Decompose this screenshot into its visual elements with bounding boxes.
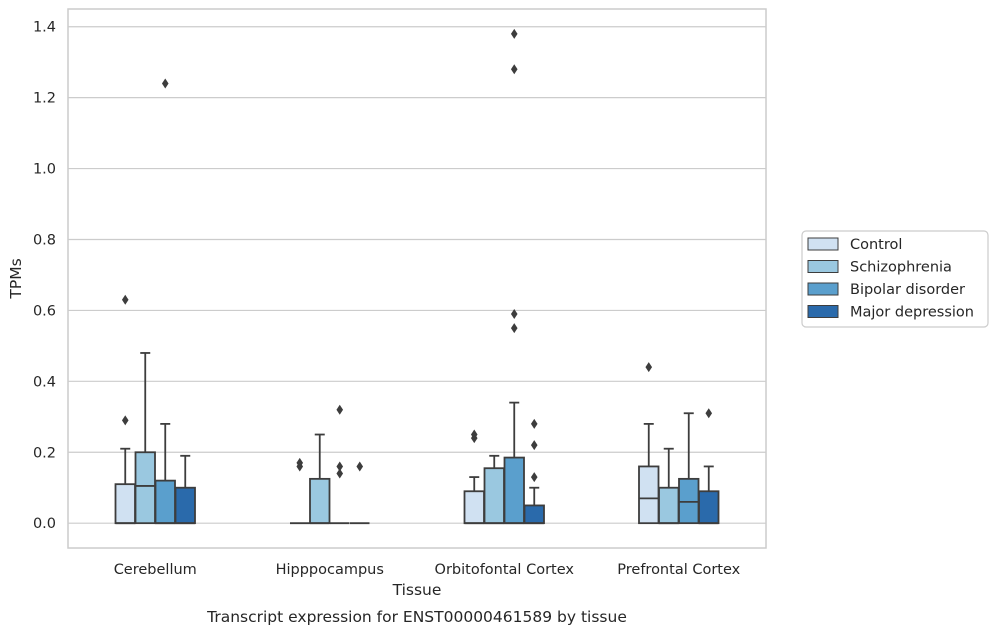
x-axis-ticks: Cerebellum Hipppocampus Orbitofontal Corte…: [114, 562, 741, 578]
outlier-point: [510, 308, 518, 319]
outlier-point: [121, 294, 129, 305]
outlier-point: [296, 457, 304, 468]
outlier-point: [530, 440, 538, 451]
box-bipolar-disorder: [503, 28, 525, 525]
y-axis-label: TPMs: [7, 258, 25, 299]
box-body: [309, 477, 331, 525]
legend-swatch: [807, 260, 839, 273]
plot-frame: [67, 8, 767, 549]
box-bipolar-disorder: [154, 78, 176, 525]
outlier-point: [530, 472, 538, 483]
box-body: [154, 479, 176, 525]
outlier-point: [161, 78, 169, 89]
box-major-depression: [523, 418, 545, 525]
outlier-point: [336, 404, 344, 415]
box-body: [114, 483, 136, 525]
x-tick-label: Orbitofontal Cortex: [435, 562, 575, 578]
y-tick-label: 1.0: [33, 162, 56, 178]
x-axis-label: Tissue: [392, 581, 442, 599]
outlier-point: [121, 415, 129, 426]
outlier-point: [705, 408, 713, 419]
box-control: [290, 457, 310, 525]
y-tick-label: 0.8: [33, 232, 56, 248]
legend-label: Control: [850, 237, 902, 253]
outlier-point: [356, 461, 364, 472]
outlier-point: [336, 468, 344, 479]
y-tick-label: 0.0: [33, 516, 56, 532]
outlier-point: [470, 429, 478, 440]
box-major-depression: [698, 408, 720, 525]
legend-swatch: [807, 282, 839, 296]
outlier-point: [510, 64, 518, 75]
legend: Control Schizophrenia Bipolar disorder Majo…: [801, 230, 989, 328]
x-tick-label: Prefrontal Cortex: [617, 562, 740, 578]
box-body: [698, 490, 720, 525]
box-control: [463, 429, 485, 525]
outlier-point: [530, 418, 538, 429]
y-tick-label: 1.2: [33, 91, 56, 107]
box-bipolar-disorder: [330, 404, 350, 525]
box-body: [463, 490, 485, 525]
outlier-point: [510, 28, 518, 39]
box-body: [638, 465, 660, 525]
y-tick-label: 0.4: [33, 374, 56, 390]
legend-swatch: [807, 237, 839, 251]
box-body: [503, 456, 525, 525]
box-body: [658, 486, 680, 525]
box-control: [114, 294, 136, 525]
legend-box: [801, 230, 989, 328]
chart-caption: Transcript expression for ENST0000046158…: [206, 608, 627, 626]
box-series: [114, 28, 720, 525]
outlier-point: [336, 461, 344, 472]
legend-label: Bipolar disorder: [850, 282, 965, 298]
box-major-depression: [174, 454, 196, 525]
legend-label: Schizophrenia: [850, 260, 952, 276]
outlier-point: [510, 323, 518, 334]
box-schizophrenia: [309, 433, 331, 525]
box-body: [134, 451, 156, 525]
y-tick-label: 0.2: [33, 445, 56, 461]
legend-label: Major depression: [850, 305, 974, 321]
legend-swatch: [807, 305, 839, 318]
box-body: [174, 486, 196, 525]
x-tick-label: Hipppocampus: [276, 562, 384, 578]
box-body: [483, 467, 505, 525]
y-tick-label: 1.4: [33, 20, 56, 36]
y-axis-ticks: 0.0 0.2 0.4 0.6 0.8 1.0 1.2 1.4: [33, 20, 56, 532]
box-body: [523, 504, 545, 525]
x-tick-label: Cerebellum: [114, 562, 197, 578]
outlier-point: [645, 362, 653, 373]
y-tick-label: 0.6: [33, 303, 56, 319]
box-major-depression: [350, 461, 370, 525]
